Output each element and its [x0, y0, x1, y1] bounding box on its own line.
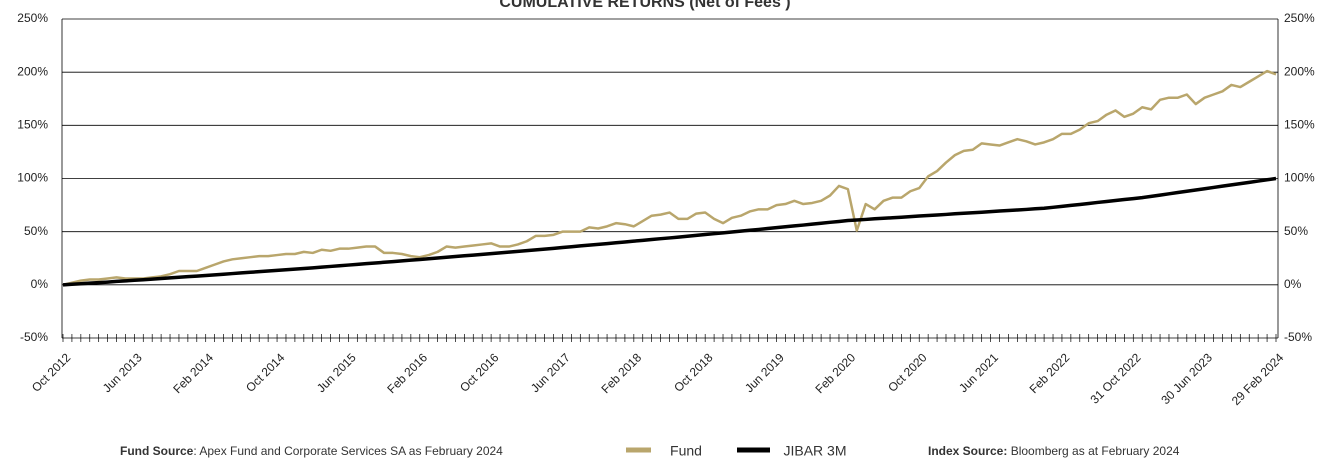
legend-label: JIBAR 3M: [783, 443, 846, 458]
y2-tick-label: 100%: [1284, 171, 1315, 185]
x-tick-label: Feb 2020: [812, 350, 858, 396]
fund-source-label: Fund Source: [120, 444, 194, 458]
x-tick-label: Jun 2013: [100, 350, 145, 395]
x-tick-label: Oct 2012: [29, 350, 74, 395]
y2-tick-label: 200%: [1284, 64, 1315, 78]
x-tick-label: Oct 2018: [671, 350, 716, 395]
x-tick-label: Jun 2019: [742, 350, 787, 395]
x-tick-label: Oct 2016: [457, 350, 502, 395]
legend-label: Fund: [670, 443, 702, 458]
x-tick-label: Feb 2018: [598, 350, 644, 396]
series-line: [62, 176, 1277, 287]
y-tick-label: 0%: [31, 277, 49, 291]
x-tick-label: Feb 2014: [170, 350, 216, 396]
x-tick-label: Feb 2016: [384, 350, 430, 396]
x-tick-label: Jun 2017: [528, 350, 573, 395]
y2-tick-label: 150%: [1284, 118, 1315, 132]
x-tick-label: 30 Jun 2023: [1158, 350, 1215, 407]
y-tick-label: 50%: [24, 224, 48, 238]
y2-tick-label: 50%: [1284, 224, 1308, 238]
y-tick-label: 150%: [17, 118, 48, 132]
x-tick-label: Oct 2014: [243, 350, 288, 395]
y2-tick-label: -50%: [1284, 330, 1312, 344]
x-tick-label: Oct 2020: [885, 350, 930, 395]
x-tick-label: Jun 2021: [956, 350, 1001, 395]
x-tick-label: Jun 2015: [314, 350, 359, 395]
fund-source-text: : Apex Fund and Corporate Services SA as…: [193, 444, 503, 458]
y-tick-label: -50%: [20, 330, 48, 344]
index-source-text: Bloomberg as at February 2024: [1007, 444, 1179, 458]
series-line: [62, 69, 1277, 287]
y-tick-label: 250%: [17, 11, 48, 25]
y2-tick-label: 0%: [1284, 277, 1302, 291]
x-tick-label: Feb 2022: [1027, 350, 1073, 396]
fund-source: Fund Source: Apex Fund and Corporate Ser…: [120, 444, 503, 458]
x-tick-label: 31 Oct 2022: [1088, 350, 1144, 406]
chart-title: CUMULATIVE RETURNS (Net of Fees ): [499, 0, 790, 11]
index-source-label: Index Source:: [928, 444, 1007, 458]
y-tick-label: 100%: [17, 171, 48, 185]
y2-tick-label: 250%: [1284, 11, 1315, 25]
index-source: Index Source: Bloomberg as at February 2…: [928, 444, 1180, 458]
y-tick-label: 200%: [17, 64, 48, 78]
x-tick-label: 29 Feb 2024: [1229, 350, 1287, 408]
